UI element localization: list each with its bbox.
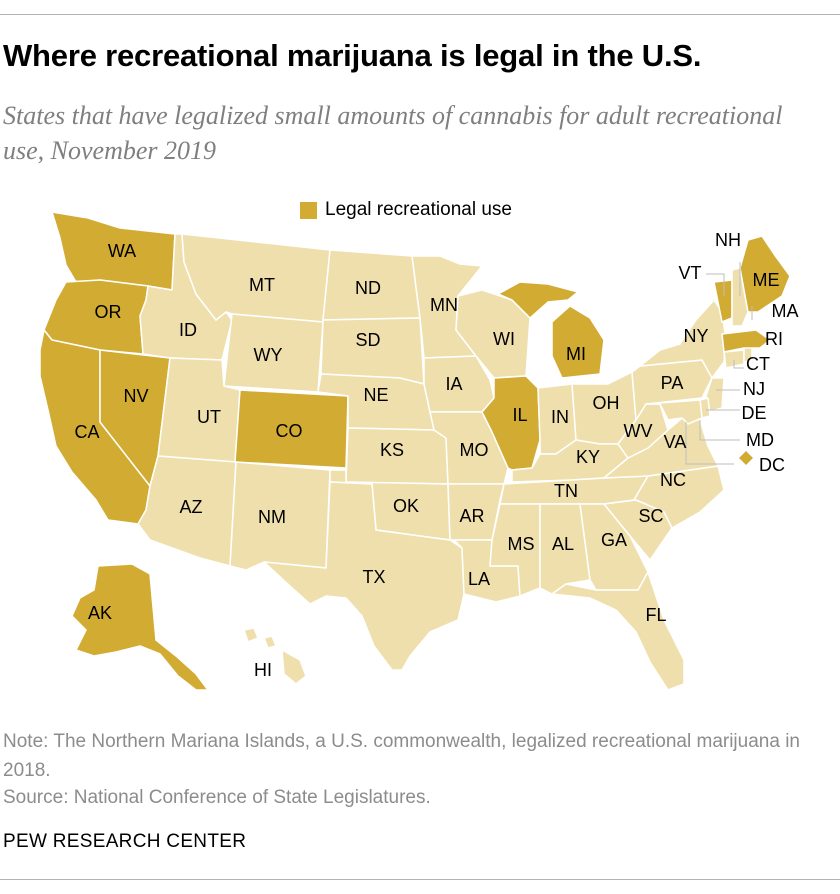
state-shape-tx — [263, 481, 465, 671]
label-az: AZ — [179, 497, 202, 517]
label-mt: MT — [249, 275, 275, 295]
us-map: WA OR CA NV ID MT WY UT CO AZ NM ND SD N… — [39, 211, 799, 691]
label-ak: AK — [88, 603, 112, 623]
label-ca: CA — [74, 422, 99, 442]
label-tx: TX — [362, 567, 385, 587]
label-oh: OH — [593, 393, 620, 413]
label-ri: RI — [765, 329, 783, 349]
label-dc: DC — [759, 455, 785, 475]
label-ny: NY — [683, 326, 708, 346]
leader-vt — [706, 273, 725, 296]
label-md: MD — [746, 430, 774, 450]
label-ne: NE — [363, 385, 388, 405]
label-ga: GA — [601, 530, 627, 550]
chart-subtitle: States that have legalized small amounts… — [3, 101, 783, 165]
state-shape-fl — [551, 571, 685, 691]
label-ia: IA — [445, 374, 462, 394]
legend: Legal recreational use — [300, 198, 512, 222]
leader-ct — [733, 360, 744, 369]
label-ms: MS — [508, 534, 535, 554]
label-ct: CT — [746, 354, 770, 374]
state-shape-hi-a — [243, 627, 259, 643]
label-tn: TN — [554, 481, 578, 501]
top-rule — [0, 14, 840, 15]
state-shape-ak — [71, 563, 209, 691]
label-me: ME — [753, 270, 780, 290]
label-mo: MO — [460, 440, 489, 460]
label-nm: NM — [258, 507, 286, 527]
label-pa: PA — [661, 373, 684, 393]
state-shape-md — [645, 399, 703, 425]
label-sc: SC — [638, 506, 663, 526]
label-co: CO — [276, 421, 303, 441]
label-nh: NH — [715, 230, 741, 250]
label-sd: SD — [355, 330, 380, 350]
label-mi: MI — [566, 344, 586, 364]
legend-label: Legal recreational use — [325, 199, 512, 220]
label-in: IN — [551, 407, 569, 427]
label-ks: KS — [380, 440, 404, 460]
state-shape-dc — [737, 449, 755, 467]
label-fl: FL — [645, 605, 666, 625]
label-ok: OK — [393, 496, 419, 516]
label-la: LA — [468, 569, 490, 589]
state-shape-hi-c — [281, 649, 307, 685]
state-shape-ct — [723, 349, 745, 369]
label-wi: WI — [493, 329, 515, 349]
label-hi: HI — [254, 660, 272, 680]
leader-dc — [685, 422, 734, 465]
label-mn: MN — [430, 295, 458, 315]
label-id: ID — [179, 320, 197, 340]
state-shape-me — [739, 235, 791, 313]
leader-md — [699, 420, 740, 441]
label-nv: NV — [123, 386, 148, 406]
state-shape-mi-lp — [551, 305, 605, 379]
label-ut: UT — [197, 407, 221, 427]
label-il: IL — [512, 405, 527, 425]
label-va: VA — [664, 432, 687, 452]
label-al: AL — [552, 534, 574, 554]
state-shape-nh — [731, 267, 749, 327]
state-shape-ma — [721, 329, 771, 353]
label-vt: VT — [678, 263, 701, 283]
legend-swatch — [300, 201, 317, 219]
label-ky: KY — [576, 447, 600, 467]
label-wy: WY — [254, 345, 283, 365]
label-ar: AR — [459, 506, 484, 526]
source-line: Source: National Conference of State Leg… — [3, 787, 431, 808]
label-or: OR — [95, 302, 122, 322]
label-wv: WV — [624, 421, 653, 441]
bottom-rule — [0, 879, 840, 880]
label-nc: NC — [660, 470, 686, 490]
label-wa: WA — [108, 241, 136, 261]
footnote: Note: The Northern Mariana Islands, a U.… — [3, 731, 800, 781]
label-nj: NJ — [743, 379, 765, 399]
label-nd: ND — [355, 278, 381, 298]
state-shape-mi — [497, 281, 579, 319]
brand-name: PEW RESEARCH CENTER — [3, 831, 247, 852]
label-ma: MA — [772, 301, 799, 321]
chart-title: Where recreational marijuana is legal in… — [3, 38, 702, 73]
label-de: DE — [741, 403, 766, 423]
state-shape-hi-b — [263, 635, 277, 649]
